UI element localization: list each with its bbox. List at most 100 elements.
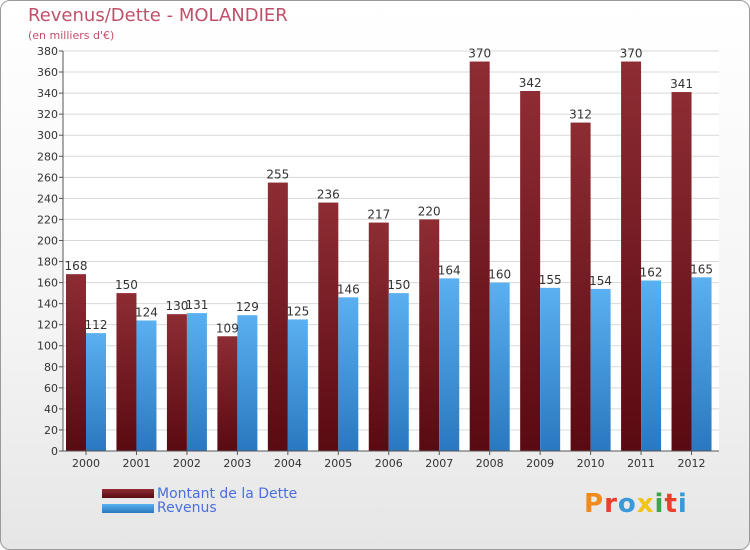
bar-debt [166,314,187,451]
data-label: 168 [65,259,88,273]
data-label: 255 [266,168,289,182]
chart-title: Revenus/Dette - MOLANDIER [28,5,288,26]
bar-debt [318,202,339,451]
legend-swatch-debt [102,489,154,498]
bar-debt [520,91,541,451]
bar-revenue [641,280,662,451]
bar-revenue [489,282,510,451]
bar-debt [66,274,86,451]
y-tick-label: 60 [44,382,58,395]
x-tick-label: 2009 [526,457,554,470]
y-tick-label: 120 [37,319,58,332]
y-tick-label: 80 [44,361,58,374]
logo-letter: x [636,489,655,519]
y-tick-label: 0 [51,445,58,458]
bar-debt [621,61,642,452]
bar-revenue [590,288,611,451]
x-tick-label: 2012 [678,457,706,470]
data-label: 162 [640,265,663,279]
bar-revenue [388,293,409,451]
logo-letter: i [677,489,688,519]
bar-revenue [439,278,460,451]
x-tick-label: 2001 [122,457,150,470]
y-tick-label: 260 [37,171,58,184]
data-label: 220 [418,204,441,218]
bar-revenue [540,287,561,451]
axis-layer: 0 20 40 60 80 100 120 140 160 180 200 220 240 260 280 3… [37,45,719,470]
bar-debt [116,293,137,451]
y-tick-label: 140 [37,298,58,311]
data-label: 131 [185,298,208,312]
x-tick-label: 2010 [577,457,605,470]
bar-debt [419,219,440,451]
logo-letter: P [584,489,605,519]
x-tick-label: 2006 [375,457,403,470]
logo-letter: t [664,489,678,519]
x-tick-label: 2003 [223,457,251,470]
data-label: 130 [165,299,188,313]
bar-debt [671,92,692,451]
bar-revenue [287,319,308,451]
data-label: 150 [115,278,138,292]
data-label: 342 [519,76,542,90]
bar-debt [217,336,238,451]
data-label: 370 [620,47,643,61]
y-tick-label: 160 [37,277,58,290]
x-tick-label: 2011 [627,457,655,470]
logo-letter: o [617,489,637,519]
y-tick-label: 40 [44,403,58,416]
data-label: 341 [670,77,693,91]
data-label: 112 [85,318,108,332]
logo-letter: i [654,489,665,519]
y-tick-label: 220 [37,213,58,226]
y-tick-label: 340 [37,87,58,100]
bar-debt [368,222,389,451]
data-label: 155 [539,273,562,287]
bar-debt [267,182,288,451]
y-tick-label: 240 [37,192,58,205]
legend-label-revenue: Revenus [157,500,217,516]
data-label: 165 [690,262,713,276]
legend-label-debt: Montant de la Dette [157,486,298,502]
data-label: 109 [216,321,239,335]
data-label: 129 [236,300,259,314]
bar-debt [570,122,591,451]
data-label: 146 [337,282,360,296]
data-label: 217 [367,208,390,222]
y-tick-label: 280 [37,150,58,163]
x-tick-label: 2002 [173,457,201,470]
bar-revenue [338,297,359,451]
bar-revenue [237,315,258,451]
data-label: 160 [488,268,511,282]
legend-swatch-revenue [102,504,154,513]
x-tick-label: 2005 [324,457,352,470]
x-tick-label: 2000 [72,457,100,470]
bar-revenue [691,277,712,451]
bar-revenue [136,320,157,451]
bar-debt [469,61,490,452]
data-label: 150 [387,278,410,292]
x-tick-label: 2007 [425,457,453,470]
y-tick-label: 360 [37,66,58,79]
logo-letter: r [604,489,618,519]
y-tick-label: 320 [37,108,58,121]
y-tick-label: 100 [37,340,58,353]
bar-revenue [186,313,207,451]
chart-subtitle: (en milliers d'€) [28,29,115,42]
y-tick-label: 200 [37,234,58,247]
data-label: 124 [135,305,158,319]
bar-revenue [86,333,106,451]
x-tick-label: 2008 [476,457,504,470]
data-label: 125 [286,304,309,318]
proxiti-logo: Proxiti [584,489,688,519]
data-label: 154 [589,274,612,288]
y-tick-label: 300 [37,129,58,142]
data-label: 370 [468,47,491,61]
data-label: 236 [317,188,340,202]
y-tick-label: 20 [44,424,58,437]
data-label: 312 [569,108,592,122]
x-tick-label: 2004 [274,457,302,470]
